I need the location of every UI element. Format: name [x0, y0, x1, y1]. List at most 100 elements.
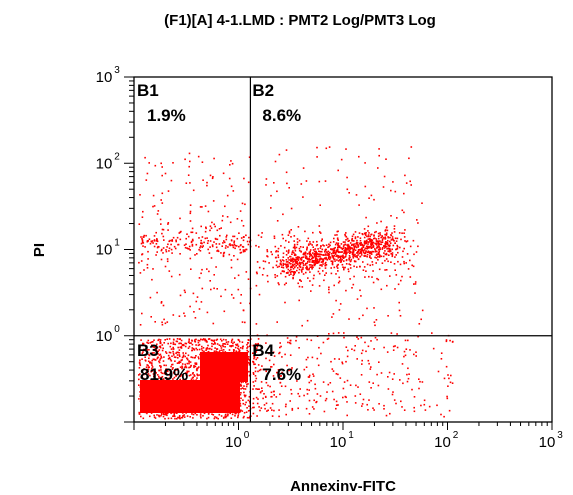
event-point	[395, 248, 398, 250]
event-point	[202, 388, 205, 390]
event-point	[367, 246, 369, 249]
event-point	[179, 366, 182, 368]
event-point	[324, 262, 326, 265]
event-point	[280, 375, 282, 377]
event-point	[198, 387, 200, 390]
event-point	[263, 393, 265, 395]
event-point	[184, 402, 186, 404]
event-point	[209, 410, 211, 413]
event-point	[164, 408, 166, 410]
event-point	[205, 359, 208, 361]
event-point	[381, 262, 384, 264]
event-point	[161, 372, 163, 375]
event-point	[305, 257, 307, 259]
event-point	[310, 339, 313, 342]
event-point	[281, 371, 283, 374]
event-point	[229, 402, 232, 404]
event-point	[235, 245, 238, 247]
event-point	[171, 363, 173, 366]
event-point	[188, 397, 191, 399]
event-point	[197, 399, 199, 401]
event-point	[222, 382, 225, 385]
event-point	[394, 345, 396, 347]
event-point	[271, 409, 273, 411]
event-point	[159, 340, 161, 343]
event-point	[368, 362, 370, 365]
event-point	[165, 408, 167, 411]
event-point	[338, 246, 341, 248]
event-point	[161, 228, 164, 231]
event-point	[352, 250, 354, 252]
event-point	[208, 410, 210, 412]
event-point	[147, 384, 150, 387]
event-point	[390, 215, 392, 217]
event-point	[357, 386, 359, 388]
event-point	[154, 397, 157, 400]
event-point	[256, 415, 258, 417]
event-point	[354, 236, 357, 238]
event-point	[297, 263, 299, 266]
event-point	[407, 268, 410, 270]
event-point	[222, 393, 224, 395]
event-point	[335, 400, 338, 403]
event-point	[277, 250, 279, 253]
event-point	[183, 416, 186, 418]
event-point	[345, 396, 347, 399]
event-point	[247, 278, 250, 280]
event-point	[196, 373, 198, 376]
event-point	[337, 332, 340, 334]
event-point	[355, 245, 357, 247]
event-point	[224, 416, 227, 419]
event-point	[414, 292, 416, 294]
event-point	[219, 234, 221, 237]
event-point	[172, 411, 174, 414]
event-point	[358, 204, 360, 206]
event-point	[294, 249, 297, 252]
event-point	[345, 253, 347, 256]
event-point	[160, 365, 162, 368]
event-point	[168, 351, 171, 354]
event-point	[246, 374, 248, 376]
event-point	[341, 251, 343, 253]
event-point	[355, 194, 358, 196]
event-point	[316, 261, 318, 264]
event-point	[391, 254, 394, 256]
event-point	[245, 271, 248, 273]
event-point	[373, 235, 375, 237]
event-point	[240, 237, 243, 239]
event-point	[228, 374, 230, 377]
event-point	[184, 345, 187, 348]
event-point	[360, 352, 363, 355]
event-point	[418, 323, 421, 325]
event-point	[359, 237, 362, 239]
event-point	[446, 397, 449, 400]
event-point	[241, 387, 244, 389]
event-point	[177, 416, 179, 419]
event-point	[218, 243, 221, 245]
event-point	[378, 256, 381, 258]
event-point	[244, 365, 247, 368]
event-point	[383, 175, 386, 178]
event-point	[236, 362, 239, 365]
event-point	[386, 226, 388, 228]
event-point	[289, 271, 292, 274]
event-point	[351, 235, 354, 238]
event-point	[172, 407, 175, 410]
event-point	[255, 388, 257, 390]
event-point	[335, 299, 337, 302]
event-point	[223, 241, 226, 244]
event-point	[224, 247, 227, 249]
event-point	[187, 341, 190, 344]
event-point	[220, 345, 222, 347]
event-point	[195, 300, 198, 303]
event-point	[215, 358, 217, 360]
event-point	[226, 234, 228, 237]
event-point	[295, 246, 298, 249]
event-point	[238, 340, 241, 343]
event-point	[358, 252, 360, 255]
event-point	[190, 241, 193, 244]
event-point	[142, 399, 145, 401]
event-point	[252, 412, 255, 415]
event-point	[420, 404, 422, 407]
event-point	[335, 407, 337, 410]
